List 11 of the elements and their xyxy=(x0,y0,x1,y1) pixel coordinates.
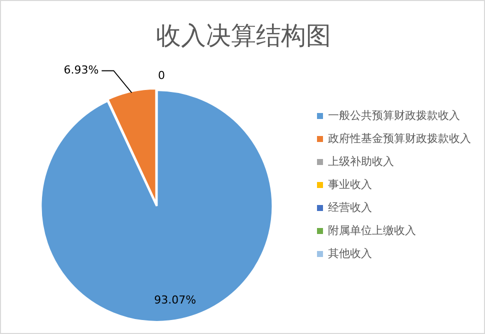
data-label: 93.07% xyxy=(154,293,196,306)
legend-label: 政府性基金预算财政拨款收入 xyxy=(328,132,471,145)
legend-label: 事业收入 xyxy=(328,178,372,191)
legend-label: 一般公共预算财政拨款收入 xyxy=(328,109,460,122)
text: 0 xyxy=(158,68,165,82)
legend-label: 上级补助收入 xyxy=(328,155,394,168)
chart-title: 收入决算结构图 xyxy=(155,20,332,52)
legend-label: 经营收入 xyxy=(328,201,372,214)
legend-label: 其他收入 xyxy=(328,247,372,260)
legend-label: 附属单位上缴收入 xyxy=(328,224,416,237)
data-label: 6.93% xyxy=(64,64,99,77)
